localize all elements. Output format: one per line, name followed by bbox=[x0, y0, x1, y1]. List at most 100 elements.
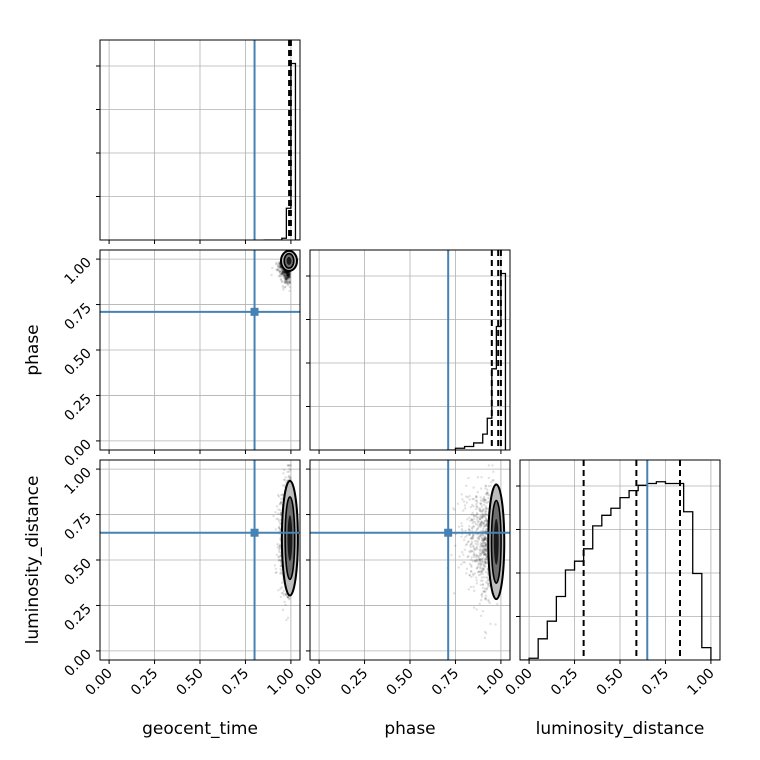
sample-point bbox=[486, 571, 489, 574]
sample-point bbox=[280, 272, 283, 276]
sample-point bbox=[279, 572, 282, 575]
histogram-phase bbox=[446, 272, 507, 450]
y-tick-label: 0.50 bbox=[61, 346, 94, 379]
sample-point bbox=[470, 565, 473, 568]
sample-point bbox=[286, 272, 290, 275]
sample-point bbox=[278, 527, 282, 531]
sample-point bbox=[283, 270, 287, 274]
sample-point bbox=[487, 464, 491, 467]
x-axis-label-0: geocent_time bbox=[142, 719, 258, 739]
sample-point bbox=[270, 273, 273, 277]
sample-point bbox=[283, 275, 287, 279]
sample-point bbox=[483, 543, 486, 547]
sample-point bbox=[485, 542, 488, 545]
sample-point bbox=[471, 537, 475, 540]
sample-point bbox=[482, 548, 485, 552]
sample-point bbox=[276, 269, 280, 272]
sample-point bbox=[475, 553, 478, 557]
sample-point bbox=[467, 588, 470, 591]
sample-point bbox=[481, 551, 485, 554]
sample-point bbox=[484, 537, 487, 541]
sample-point bbox=[480, 520, 484, 523]
sample-point bbox=[279, 501, 283, 505]
sample-point bbox=[475, 579, 478, 582]
sample-point bbox=[286, 273, 289, 276]
sample-point bbox=[472, 533, 475, 537]
sample-point bbox=[284, 271, 288, 274]
sample-point bbox=[486, 579, 489, 583]
sample-point bbox=[483, 514, 487, 518]
sample-point bbox=[287, 274, 290, 277]
sample-point bbox=[478, 573, 481, 577]
sample-point bbox=[284, 277, 288, 280]
sample-point bbox=[471, 560, 475, 563]
x-tick-label: 0.75 bbox=[219, 666, 252, 699]
sample-point bbox=[482, 508, 486, 511]
sample-point bbox=[481, 529, 485, 533]
sample-point bbox=[462, 509, 465, 512]
sample-point bbox=[287, 273, 291, 276]
sample-point bbox=[283, 281, 286, 284]
sample-point bbox=[282, 286, 285, 289]
sample-point bbox=[469, 585, 473, 589]
sample-point bbox=[277, 559, 281, 562]
sample-point bbox=[483, 636, 487, 640]
sample-point bbox=[484, 519, 487, 522]
sample-point bbox=[480, 593, 483, 597]
sample-point bbox=[287, 283, 290, 287]
sample-point bbox=[284, 603, 287, 606]
sample-point bbox=[279, 277, 283, 281]
sample-point bbox=[287, 276, 290, 279]
sample-point bbox=[480, 550, 483, 553]
sample-point bbox=[479, 499, 483, 502]
sample-point bbox=[472, 550, 475, 553]
sample-point bbox=[471, 536, 474, 539]
sample-point bbox=[485, 543, 488, 547]
sample-point bbox=[474, 494, 478, 498]
sample-point bbox=[485, 524, 489, 528]
sample-point bbox=[280, 271, 284, 274]
sample-point bbox=[476, 520, 480, 524]
sample-point bbox=[483, 542, 487, 545]
sample-point bbox=[480, 557, 483, 561]
sample-point bbox=[484, 548, 487, 551]
sample-point bbox=[288, 275, 291, 279]
sample-point bbox=[483, 514, 487, 517]
sample-point bbox=[483, 519, 486, 523]
sample-point bbox=[478, 509, 481, 512]
sample-point bbox=[274, 528, 278, 531]
sample-point bbox=[286, 273, 290, 277]
sample-point bbox=[482, 547, 486, 550]
sample-point bbox=[484, 512, 488, 515]
sample-point bbox=[484, 552, 487, 556]
sample-point bbox=[279, 512, 282, 515]
sample-point bbox=[283, 281, 287, 284]
sample-point bbox=[462, 553, 465, 556]
sample-point bbox=[278, 529, 282, 532]
sample-point bbox=[481, 579, 484, 582]
sample-point bbox=[284, 274, 287, 278]
sample-point bbox=[467, 540, 471, 543]
sample-point bbox=[279, 501, 283, 504]
sample-point bbox=[281, 270, 284, 274]
sample-point bbox=[484, 554, 488, 557]
sample-point bbox=[468, 533, 472, 536]
sample-point bbox=[477, 507, 480, 510]
sample-point bbox=[475, 567, 479, 570]
sample-point bbox=[477, 537, 480, 541]
sample-point bbox=[288, 285, 292, 289]
sample-point bbox=[277, 555, 280, 558]
sample-point bbox=[288, 275, 291, 279]
sample-point bbox=[286, 275, 290, 279]
sample-point bbox=[281, 608, 285, 612]
sample-point bbox=[287, 273, 290, 276]
sample-point bbox=[272, 514, 275, 518]
sample-point bbox=[468, 528, 471, 531]
sample-point bbox=[285, 280, 289, 283]
sample-point bbox=[479, 544, 482, 547]
sample-point bbox=[480, 503, 483, 506]
sample-point bbox=[464, 543, 468, 547]
sample-point bbox=[485, 507, 488, 510]
sample-point bbox=[479, 502, 482, 505]
sample-point bbox=[467, 476, 470, 480]
